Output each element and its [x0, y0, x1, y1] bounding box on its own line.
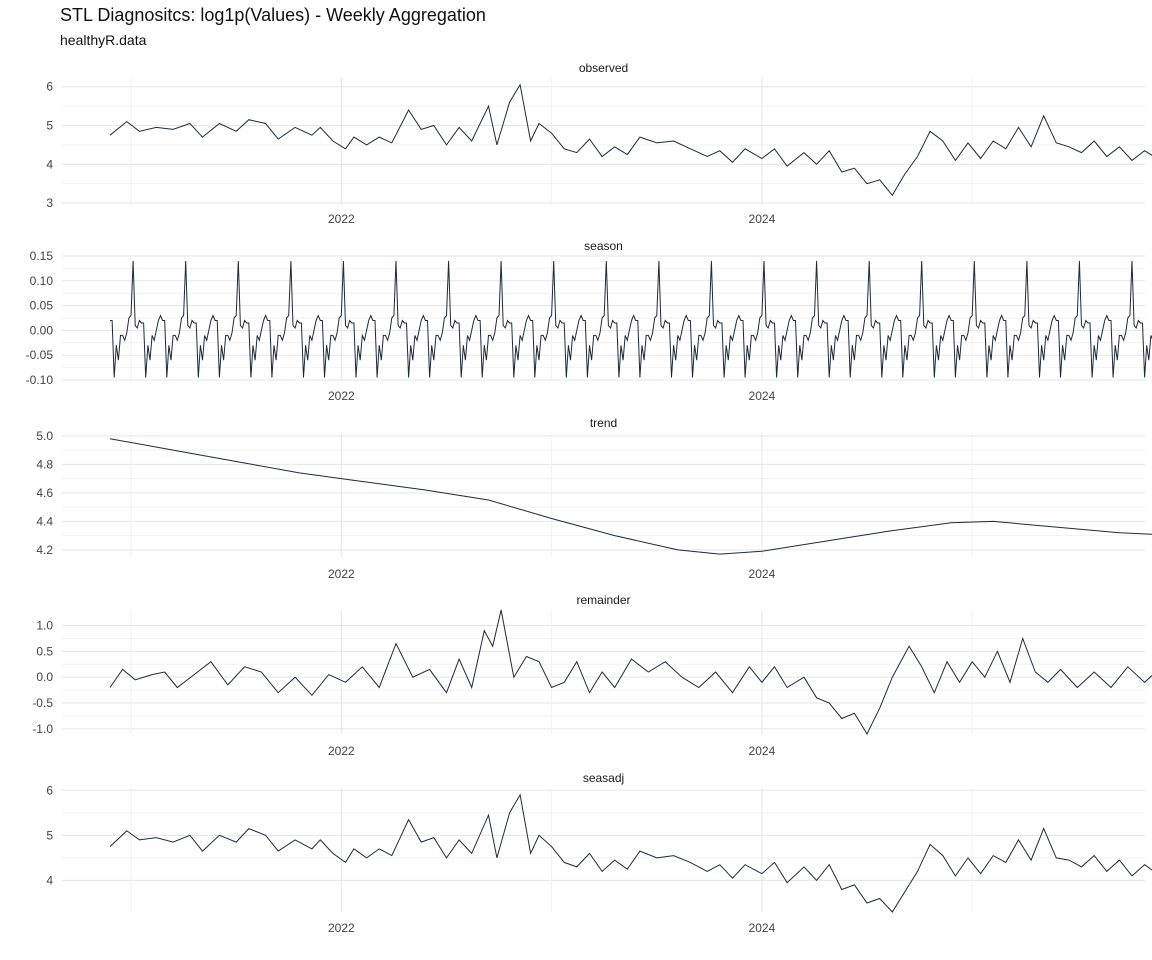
x-tick-label: 2022	[328, 567, 355, 581]
y-tick-label: -0.5	[32, 696, 53, 710]
y-tick-label: 4.4	[36, 514, 53, 528]
y-tick-label: -0.05	[26, 348, 54, 362]
x-tick-label: 2022	[328, 744, 355, 758]
x-tick-label: 2024	[749, 744, 776, 758]
y-tick-label: -1.0	[32, 722, 53, 736]
x-tick-label: 2024	[749, 389, 776, 403]
y-tick-label: 6	[46, 783, 53, 797]
panel-label-trend: trend	[590, 416, 617, 430]
y-tick-label: 0.5	[36, 644, 53, 658]
y-tick-label: 3	[46, 196, 53, 210]
y-tick-label: 4	[46, 873, 53, 887]
y-tick-label: 0.10	[30, 274, 54, 288]
y-tick-label: 5	[46, 118, 53, 132]
y-tick-label: 4.8	[36, 457, 53, 471]
y-tick-label: 0.05	[30, 299, 54, 313]
y-tick-label: 0.0	[36, 670, 53, 684]
y-tick-label: 0.00	[30, 323, 54, 337]
series-line-observed	[109, 83, 1152, 197]
y-tick-label: 0.15	[30, 249, 54, 263]
x-tick-label: 2022	[328, 212, 355, 226]
chart-title: STL Diagnositcs: log1p(Values) - Weekly …	[60, 5, 486, 25]
series-line-season	[110, 260, 1152, 378]
panel-label-remainder: remainder	[576, 593, 630, 607]
y-tick-label: 5	[46, 828, 53, 842]
x-tick-label: 2024	[749, 567, 776, 581]
chart-subtitle: healthyR.data	[60, 32, 147, 48]
y-tick-label: 5.0	[36, 429, 53, 443]
series-line-remainder	[109, 609, 1152, 736]
series-line-trend	[109, 438, 1152, 555]
x-tick-label: 2022	[328, 921, 355, 935]
panel-label-season: season	[584, 239, 623, 253]
series-line-seasadj	[109, 793, 1152, 913]
y-tick-label: 4.2	[36, 543, 53, 557]
y-tick-label: 6	[46, 80, 53, 94]
x-tick-label: 2022	[328, 389, 355, 403]
x-tick-label: 2024	[749, 921, 776, 935]
panel-label-observed: observed	[579, 61, 628, 75]
y-tick-label: 4	[46, 157, 53, 171]
y-tick-label: -0.10	[26, 373, 54, 387]
y-tick-label: 4.6	[36, 486, 53, 500]
panel-label-seasadj: seasadj	[583, 771, 624, 785]
x-tick-label: 2024	[749, 212, 776, 226]
y-tick-label: 1.0	[36, 619, 53, 633]
